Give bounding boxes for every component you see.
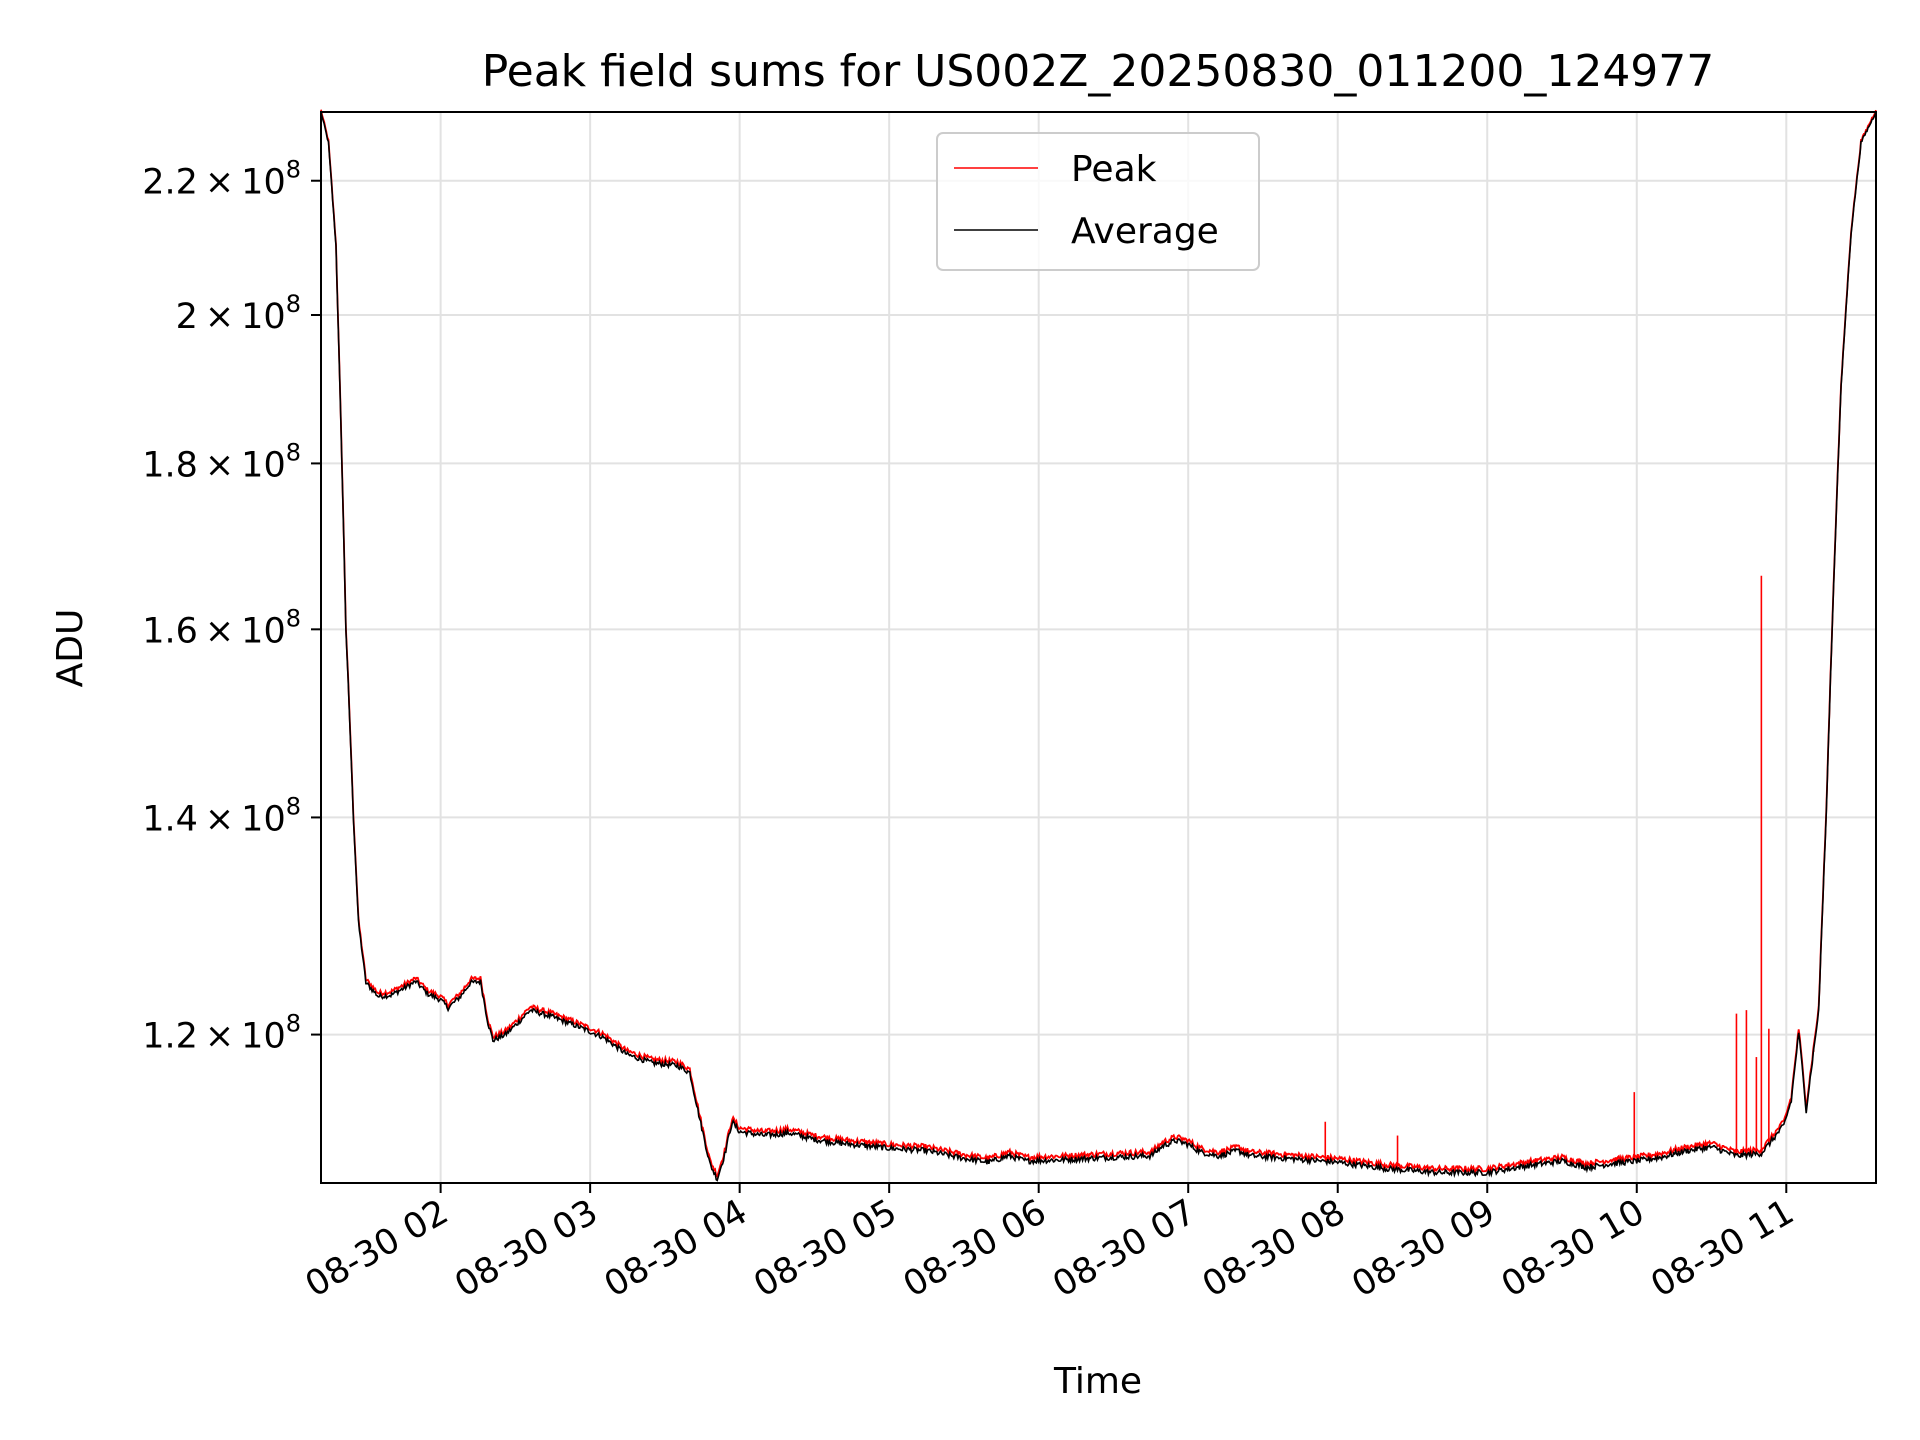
grid bbox=[321, 112, 1876, 1183]
x-axis-label: Time bbox=[1053, 1361, 1142, 1402]
y-tick-label: 2 × 108 bbox=[176, 290, 301, 337]
chart-title: Peak field sums for US002Z_20250830_0112… bbox=[482, 46, 1715, 97]
y-axis-label: ADU bbox=[50, 609, 91, 688]
plot-frame bbox=[320, 111, 1877, 1184]
peak-series-line bbox=[320, 109, 1877, 1178]
legend-label-peak: Peak bbox=[1071, 149, 1157, 190]
series-lines bbox=[320, 109, 1877, 1182]
y-tick-label: 1.8 × 108 bbox=[142, 438, 301, 485]
legend: Peak Average bbox=[936, 132, 1260, 271]
average-series-line bbox=[320, 111, 1877, 1182]
y-tick-label: 2.2 × 108 bbox=[142, 156, 301, 203]
y-tick-label: 1.4 × 108 bbox=[142, 792, 301, 839]
y-tick-label: 1.6 × 108 bbox=[142, 604, 301, 651]
legend-label-average: Average bbox=[1071, 211, 1219, 252]
y-tick-label: 1.2 × 108 bbox=[142, 1010, 301, 1057]
